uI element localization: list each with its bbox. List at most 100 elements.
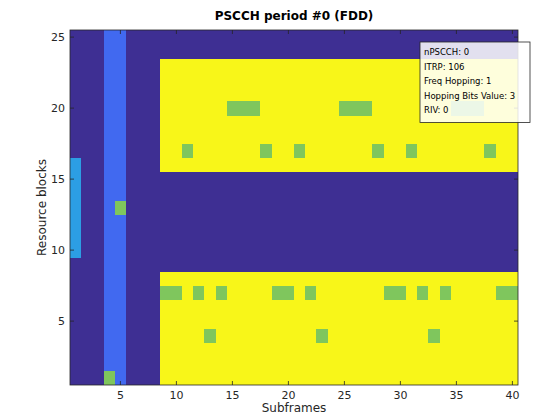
cell — [462, 357, 474, 372]
cell — [193, 229, 205, 244]
cell — [70, 243, 82, 258]
cell — [272, 229, 284, 244]
cell — [462, 186, 474, 201]
cell — [81, 115, 93, 130]
cell — [350, 30, 362, 45]
cell — [316, 371, 328, 385]
cell — [148, 172, 160, 187]
cell — [283, 129, 295, 144]
cell — [182, 30, 194, 45]
x-tick — [456, 30, 457, 34]
cell — [462, 300, 474, 315]
cell — [182, 328, 194, 343]
cell — [484, 200, 496, 215]
cell — [350, 115, 362, 130]
cell — [204, 328, 216, 343]
cell — [70, 30, 82, 45]
cell — [283, 371, 295, 385]
cell — [160, 101, 172, 116]
cell — [283, 314, 295, 329]
cell — [350, 101, 362, 116]
cell — [204, 158, 216, 173]
cell — [484, 271, 496, 286]
cell — [507, 172, 518, 187]
cell — [92, 172, 104, 187]
cell — [473, 357, 485, 372]
cell — [81, 186, 93, 201]
cell — [406, 328, 418, 343]
cell — [216, 243, 228, 258]
cell — [260, 144, 272, 159]
x-tick — [288, 381, 289, 385]
cell — [451, 172, 463, 187]
cell — [81, 257, 93, 272]
cell — [395, 101, 407, 116]
cell — [272, 257, 284, 272]
cell — [328, 243, 340, 258]
cell — [361, 286, 373, 301]
cell — [384, 186, 396, 201]
cell — [104, 314, 116, 329]
cell — [305, 300, 317, 315]
background — [0, 0, 560, 420]
cell — [182, 115, 194, 130]
cell — [507, 286, 518, 301]
cell — [350, 172, 362, 187]
cell — [417, 342, 429, 357]
cell — [148, 101, 160, 116]
cell — [350, 257, 362, 272]
cell — [216, 30, 228, 45]
cell — [193, 115, 205, 130]
cell — [238, 73, 250, 88]
cell — [372, 101, 384, 116]
cell — [440, 129, 452, 144]
cell — [417, 243, 429, 258]
cell — [283, 73, 295, 88]
cell — [193, 271, 205, 286]
cell — [507, 215, 518, 230]
cell — [160, 58, 172, 73]
cell — [182, 243, 194, 258]
cell — [137, 101, 149, 116]
cell — [204, 186, 216, 201]
cell — [339, 44, 351, 59]
cell — [372, 200, 384, 215]
cell — [462, 200, 474, 215]
cell — [104, 200, 116, 215]
cell — [428, 243, 440, 258]
cell — [81, 101, 93, 116]
cell — [148, 30, 160, 45]
cell — [372, 229, 384, 244]
cell — [216, 186, 228, 201]
cell — [81, 172, 93, 187]
cell — [294, 186, 306, 201]
cell — [473, 158, 485, 173]
cell — [507, 229, 518, 244]
cell — [272, 357, 284, 372]
cell — [193, 87, 205, 102]
cell — [384, 58, 396, 73]
cell — [227, 243, 239, 258]
cell — [81, 215, 93, 230]
cell — [462, 229, 474, 244]
cell — [193, 73, 205, 88]
annotation-box — [420, 42, 530, 123]
cell — [316, 200, 328, 215]
cell — [328, 129, 340, 144]
cell — [328, 58, 340, 73]
cell — [238, 314, 250, 329]
cell — [507, 342, 518, 357]
x-tick — [176, 30, 177, 34]
cell — [395, 300, 407, 315]
cell — [428, 328, 440, 343]
cell — [249, 328, 261, 343]
cell — [384, 286, 396, 301]
cell — [316, 300, 328, 315]
cell — [316, 158, 328, 173]
cell — [283, 101, 295, 116]
cell — [484, 300, 496, 315]
cell — [115, 215, 127, 230]
cell — [339, 186, 351, 201]
cell — [92, 115, 104, 130]
cell — [182, 186, 194, 201]
